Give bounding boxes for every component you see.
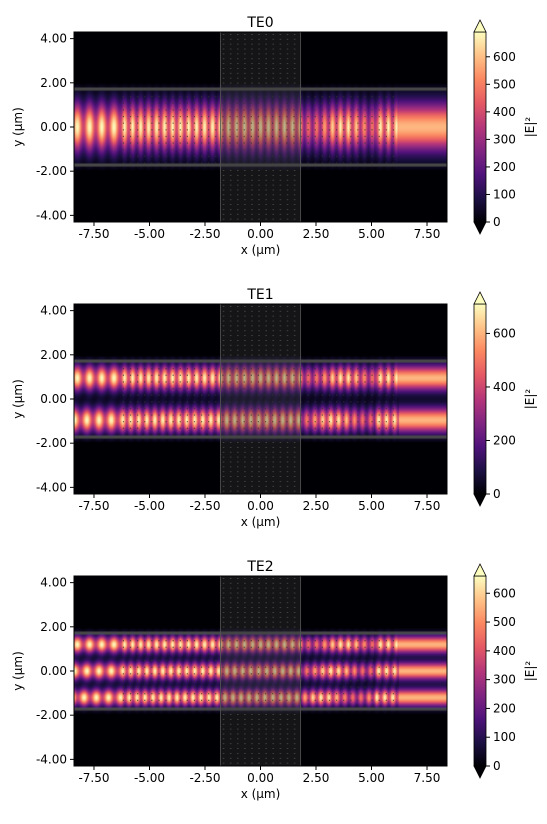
x-tick-label: -5.00 <box>134 499 165 513</box>
colorbar-tick-label: 300 <box>493 673 516 687</box>
x-tick-label: 0.00 <box>247 227 274 241</box>
hole-pattern <box>122 640 395 708</box>
y-tick-label: 0.00 <box>40 120 67 134</box>
colorbar-tick-label: 0 <box>493 487 501 501</box>
colorbar-tick-label: 600 <box>493 50 516 64</box>
x-tick-label: 7.50 <box>414 227 441 241</box>
x-tick-label: 2.50 <box>303 771 330 785</box>
x-tick-label: -7.50 <box>78 499 109 513</box>
y-axis-label: y (µm) <box>11 379 25 419</box>
y-axis-label: y (µm) <box>11 651 25 691</box>
x-tick-label: -2.50 <box>189 771 220 785</box>
colorbar <box>473 303 487 495</box>
colorbar-extend-min <box>473 493 487 507</box>
y-tick-label: -2.00 <box>36 708 67 722</box>
x-tick-label: 2.50 <box>303 499 330 513</box>
colorbar-extend-max <box>473 291 487 305</box>
x-tick-label: 0.00 <box>247 771 274 785</box>
x-tick-label: 7.50 <box>414 499 441 513</box>
chart-title: TE2 <box>246 559 273 575</box>
colorbar-extend-max <box>473 563 487 577</box>
colorbar <box>473 31 487 223</box>
y-tick-label: -4.00 <box>36 752 67 766</box>
x-tick-label: 5.00 <box>358 227 385 241</box>
colorbar-tick-label: 600 <box>493 326 516 340</box>
x-tick-label: -7.50 <box>78 771 109 785</box>
x-tick-label: 5.00 <box>358 771 385 785</box>
x-axis-label: x (µm) <box>241 515 281 529</box>
colorbar-label: |E|² <box>523 117 537 138</box>
x-tick-label: -2.50 <box>189 499 220 513</box>
colorbar-tick-label: 600 <box>493 586 516 600</box>
hole-pattern <box>122 368 395 436</box>
colorbar-tick-label: 400 <box>493 380 516 394</box>
x-axis-label: x (µm) <box>241 243 281 257</box>
colorbar-tick-label: 0 <box>493 759 501 773</box>
y-tick-label: 0.00 <box>40 664 67 678</box>
y-tick-label: -4.00 <box>36 208 67 222</box>
panel-te0: TE0 -7.50 -5.00 -2.50 0.00 2.50 5.00 7.50 x (µm)… <box>11 15 537 257</box>
colorbar-tick-label: 200 <box>493 433 516 447</box>
panel-te2: TE2 -7.50 -5.00 -2.50 0.00 2.50 5.00 7.50 x (µm)… <box>11 559 537 801</box>
y-tick-label: 4.00 <box>40 304 67 318</box>
x-tick-label: -5.00 <box>134 227 165 241</box>
colorbar-tick-label: 100 <box>493 187 516 201</box>
colorbar-tick-label: 200 <box>493 160 516 174</box>
colorbar-tick-label: 400 <box>493 105 516 119</box>
pillar-pattern <box>222 577 296 764</box>
colorbar-label: |E|² <box>523 661 537 682</box>
x-tick-label: 5.00 <box>358 499 385 513</box>
y-axis-label: y (µm) <box>11 107 25 147</box>
heatmap-image <box>74 32 447 222</box>
chart-title: TE1 <box>246 287 273 303</box>
colorbar-tick-label: 0 <box>493 215 501 229</box>
x-tick-label: 7.50 <box>414 771 441 785</box>
colorbar-tick-label: 200 <box>493 701 516 715</box>
y-tick-label: 2.00 <box>40 620 67 634</box>
colorbar-tick-label: 500 <box>493 77 516 91</box>
y-tick-label: -2.00 <box>36 164 67 178</box>
heatmap-image <box>74 576 447 766</box>
colorbar-tick-label: 400 <box>493 644 516 658</box>
pillar-pattern <box>222 305 296 492</box>
y-tick-label: 2.00 <box>40 348 67 362</box>
colorbar-tick-label: 100 <box>493 730 516 744</box>
y-tick-label: 4.00 <box>40 576 67 590</box>
panel-te1: TE1 -7.50 -5.00 -2.50 0.00 2.50 5.00 7.50 x (µm)… <box>11 287 537 529</box>
y-tick-label: 4.00 <box>40 32 67 46</box>
chart-title: TE0 <box>246 15 273 31</box>
x-tick-label: -5.00 <box>134 771 165 785</box>
colorbar-extend-min <box>473 765 487 779</box>
y-tick-label: -4.00 <box>36 480 67 494</box>
colorbar-label: |E|² <box>523 389 537 410</box>
x-tick-label: -2.50 <box>189 227 220 241</box>
colorbar-tick-label: 300 <box>493 132 516 146</box>
colorbar-extend-max <box>473 19 487 33</box>
x-tick-label: 0.00 <box>247 499 274 513</box>
x-tick-label: 2.50 <box>303 227 330 241</box>
x-axis-label: x (µm) <box>241 787 281 801</box>
y-tick-label: 2.00 <box>40 76 67 90</box>
pillar-pattern <box>222 33 296 220</box>
y-tick-label: -2.00 <box>36 436 67 450</box>
colorbar-extend-min <box>473 221 487 235</box>
heatmap-image <box>74 304 447 494</box>
x-tick-label: -7.50 <box>78 227 109 241</box>
hole-pattern <box>122 96 395 164</box>
colorbar-tick-label: 500 <box>493 615 516 629</box>
colorbar <box>473 575 487 767</box>
y-tick-label: 0.00 <box>40 392 67 406</box>
